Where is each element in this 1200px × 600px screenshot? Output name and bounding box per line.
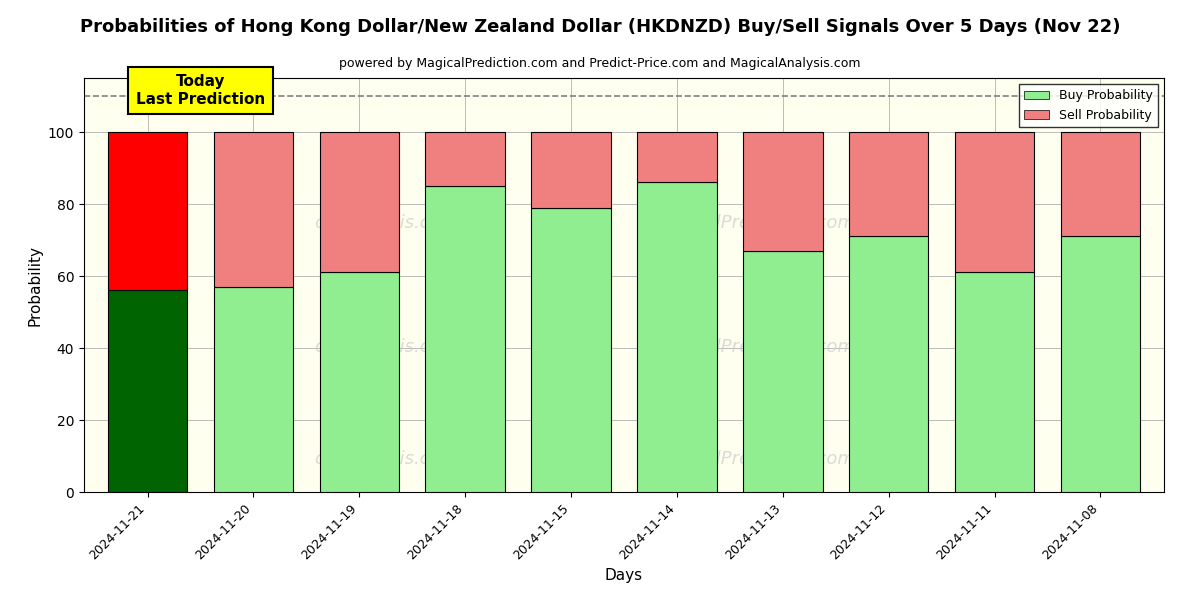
- Text: Today
Last Prediction: Today Last Prediction: [136, 74, 265, 107]
- Legend: Buy Probability, Sell Probability: Buy Probability, Sell Probability: [1019, 84, 1158, 127]
- Bar: [108, 132, 187, 290]
- Bar: [955, 132, 1034, 272]
- Bar: [426, 132, 505, 186]
- Bar: [1061, 236, 1140, 492]
- X-axis label: Days: Days: [605, 568, 643, 583]
- Bar: [743, 251, 822, 492]
- Text: Probabilities of Hong Kong Dollar/New Zealand Dollar (HKDNZD) Buy/Sell Signals O: Probabilities of Hong Kong Dollar/New Ze…: [79, 18, 1121, 36]
- Bar: [319, 132, 400, 272]
- Bar: [108, 290, 187, 492]
- Text: MagicalPrediction.com: MagicalPrediction.com: [652, 450, 856, 468]
- Y-axis label: Probability: Probability: [28, 245, 42, 325]
- Bar: [532, 208, 611, 492]
- Bar: [214, 287, 293, 492]
- Text: calAnalysis.com: calAnalysis.com: [314, 338, 458, 356]
- Text: MagicalPrediction.com: MagicalPrediction.com: [652, 338, 856, 356]
- Bar: [743, 132, 822, 251]
- Bar: [426, 186, 505, 492]
- Bar: [637, 132, 716, 182]
- Text: calAnalysis.com: calAnalysis.com: [314, 214, 458, 232]
- Text: powered by MagicalPrediction.com and Predict-Price.com and MagicalAnalysis.com: powered by MagicalPrediction.com and Pre…: [340, 57, 860, 70]
- Text: MagicalPrediction.com: MagicalPrediction.com: [652, 214, 856, 232]
- Text: calAnalysis.com: calAnalysis.com: [314, 450, 458, 468]
- Bar: [850, 132, 929, 236]
- Bar: [1061, 132, 1140, 236]
- Bar: [850, 236, 929, 492]
- Bar: [319, 272, 400, 492]
- Bar: [955, 272, 1034, 492]
- Bar: [214, 132, 293, 287]
- Bar: [532, 132, 611, 208]
- Bar: [637, 182, 716, 492]
